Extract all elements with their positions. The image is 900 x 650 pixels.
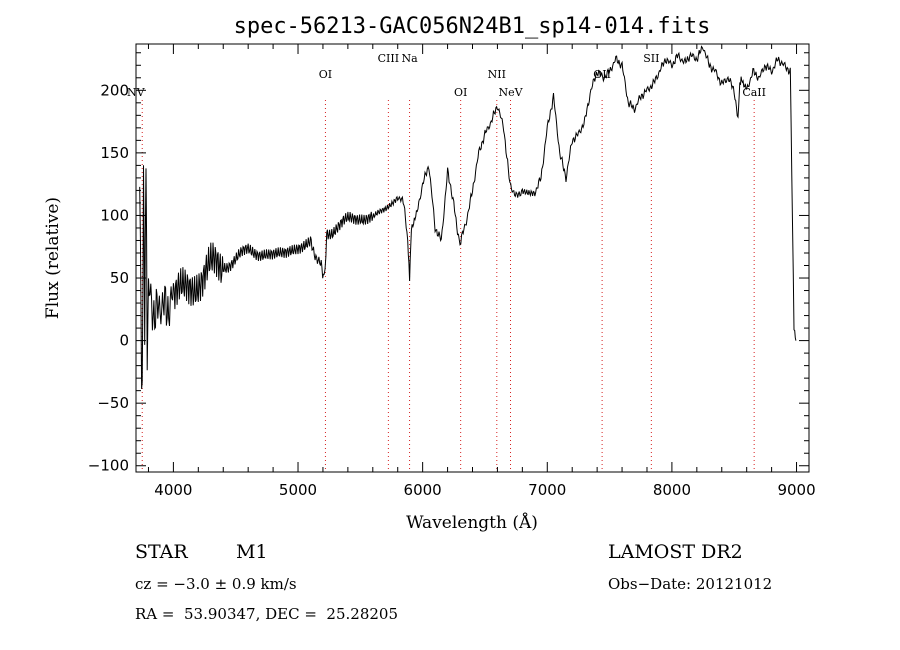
x-tick-label: 5000	[279, 481, 317, 499]
y-tick-label: 50	[110, 269, 129, 287]
line-marker-label: CaII	[742, 86, 766, 99]
line-marker-label: OI	[454, 86, 467, 99]
spectrum-line	[139, 45, 797, 389]
y-tick-label: 0	[119, 332, 129, 350]
subclass: M1	[236, 541, 268, 563]
line-marker-label: OI	[319, 68, 332, 81]
x-axis-label: Wavelength (Å)	[406, 512, 538, 533]
y-tick-label: 100	[100, 206, 129, 224]
x-tick-label: 9000	[777, 481, 815, 499]
line-marker-label: SII	[643, 52, 659, 65]
line-marker-label: NV	[127, 86, 146, 99]
chart-title: spec-56213-GAC056N24B1_sp14-014.fits	[234, 14, 711, 39]
data-release: LAMOST DR2	[608, 541, 743, 563]
redshift-cz: cz = −3.0 ± 0.9 km/s	[135, 575, 297, 593]
y-tick-label: 200	[100, 81, 129, 99]
y-tick-label: 150	[100, 144, 129, 162]
line-marker-label: NeV	[498, 86, 523, 99]
axis-ticks: 4000 5000 6000 7000 8000 9000 −100 −50 0 50 100 150…	[88, 44, 816, 499]
object-class: STAR	[135, 541, 188, 563]
line-marker-label: CIII	[378, 52, 399, 65]
y-axis-label: Flux (relative)	[43, 197, 63, 319]
line-marker-label: Na	[401, 52, 418, 65]
x-tick-label: 4000	[154, 481, 192, 499]
x-tick-label: 6000	[404, 481, 442, 499]
y-tick-label: −50	[97, 394, 129, 412]
obs-date: Obs−Date: 20121012	[608, 575, 773, 593]
x-tick-label: 7000	[528, 481, 566, 499]
x-tick-label: 8000	[653, 481, 691, 499]
coordinates: RA = 53.90347, DEC = 25.28205	[135, 605, 399, 623]
line-marker-label: NII	[488, 68, 506, 81]
y-tick-label: −100	[88, 457, 129, 475]
